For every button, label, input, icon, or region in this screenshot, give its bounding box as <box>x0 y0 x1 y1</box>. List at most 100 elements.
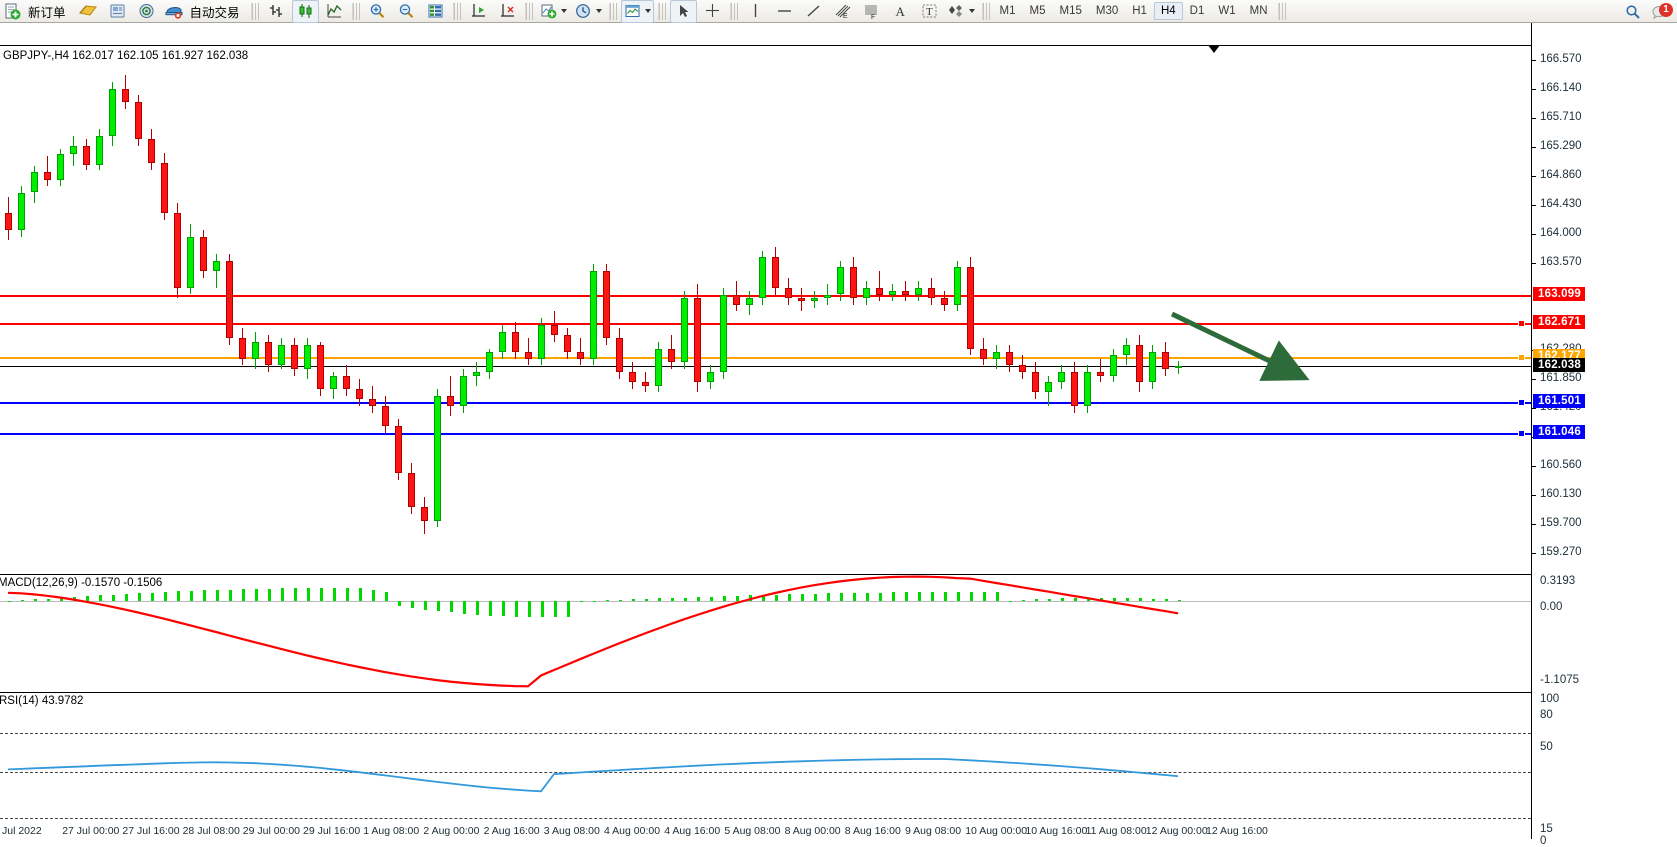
candlestick[interactable] <box>96 46 105 591</box>
candlestick[interactable] <box>1110 46 1119 591</box>
chart-window[interactable]: GBPJPY-,H4 162.017 162.105 161.927 162.0… <box>0 23 1677 847</box>
period-caret-icon[interactable] <box>595 9 602 13</box>
candlestick[interactable] <box>759 46 768 591</box>
candlestick[interactable] <box>1045 46 1054 591</box>
candlestick[interactable] <box>161 46 170 591</box>
candlestick[interactable] <box>733 46 742 591</box>
candlestick[interactable] <box>863 46 872 591</box>
price-level-handle[interactable] <box>1518 430 1525 438</box>
candlestick[interactable] <box>421 46 430 591</box>
candlestick[interactable] <box>603 46 612 591</box>
timeframe-m5[interactable]: M5 <box>1029 5 1046 17</box>
price-level-handle[interactable] <box>1518 353 1525 361</box>
timeframe-d1[interactable]: D1 <box>1189 5 1205 17</box>
candlestick[interactable] <box>473 46 482 591</box>
shapes-button[interactable] <box>945 0 978 23</box>
candlestick[interactable] <box>148 46 157 591</box>
notification-button[interactable]: 1 <box>1651 2 1673 20</box>
candlestick[interactable] <box>694 46 703 591</box>
timeframe-h1[interactable]: H1 <box>1132 5 1147 17</box>
candlestick[interactable] <box>629 46 638 591</box>
candlestick[interactable] <box>876 46 885 591</box>
candlestick[interactable] <box>798 46 807 591</box>
candlestick[interactable] <box>551 46 560 591</box>
crosshair-button[interactable] <box>699 0 726 23</box>
price-level-badge-support[interactable]: 161.501 <box>1533 394 1585 409</box>
candlestick[interactable] <box>525 46 534 591</box>
macd-pane[interactable]: MACD(12,26,9) -0.1570 -0.1506 <box>0 574 1531 690</box>
candlestick[interactable] <box>889 46 898 591</box>
candlestick[interactable] <box>967 46 976 591</box>
candlestick[interactable] <box>681 46 690 591</box>
candlestick[interactable] <box>954 46 963 591</box>
candlestick[interactable] <box>226 46 235 591</box>
candlestick[interactable] <box>304 46 313 591</box>
new-order-button[interactable]: 新订单 <box>1 0 73 23</box>
candlestick[interactable] <box>616 46 625 591</box>
candlestick[interactable] <box>824 46 833 591</box>
candlestick[interactable] <box>70 46 79 591</box>
add-indicator-caret-icon[interactable] <box>560 9 567 13</box>
candlestick-chart-button[interactable] <box>291 0 319 23</box>
candlestick[interactable] <box>915 46 924 591</box>
plot-area[interactable]: MACD(12,26,9) -0.1570 -0.1506 RSI(14) 43… <box>0 23 1531 839</box>
candlestick[interactable] <box>655 46 664 591</box>
candlestick[interactable] <box>18 46 27 591</box>
price-level-line[interactable] <box>0 402 1531 405</box>
signal-button[interactable] <box>133 0 160 23</box>
data-window-button[interactable] <box>422 0 449 23</box>
candlestick[interactable] <box>850 46 859 591</box>
candlestick[interactable] <box>590 46 599 591</box>
candlestick[interactable] <box>200 46 209 591</box>
search-icon[interactable] <box>1625 4 1641 20</box>
news-button[interactable] <box>104 0 131 23</box>
candlestick[interactable] <box>382 46 391 591</box>
candlestick[interactable] <box>746 46 755 591</box>
candlestick[interactable] <box>707 46 716 591</box>
timeframe-h4[interactable]: H4 <box>1153 2 1183 20</box>
candlestick[interactable] <box>642 46 651 591</box>
price-pane[interactable] <box>0 45 1531 567</box>
zoom-out-button[interactable] <box>393 0 420 23</box>
shapes-caret-icon[interactable] <box>968 9 975 13</box>
candlestick[interactable] <box>278 46 287 591</box>
candlestick[interactable] <box>1123 46 1132 591</box>
candlestick[interactable] <box>460 46 469 591</box>
candlestick[interactable] <box>395 46 404 591</box>
candlestick[interactable] <box>1071 46 1080 591</box>
price-level-handle[interactable] <box>1518 320 1525 328</box>
candlestick[interactable] <box>902 46 911 591</box>
trendline-button[interactable] <box>800 0 827 23</box>
candlestick[interactable] <box>447 46 456 591</box>
candlestick[interactable] <box>785 46 794 591</box>
add-indicator-button[interactable] <box>537 0 570 23</box>
timeframe-m1[interactable]: M1 <box>999 5 1016 17</box>
price-level-badge-last-price[interactable]: 162.038 <box>1533 358 1585 373</box>
candlestick[interactable] <box>1097 46 1106 591</box>
candlestick[interactable] <box>44 46 53 591</box>
candlestick[interactable] <box>330 46 339 591</box>
autotrading-button[interactable]: 自动交易 <box>162 0 247 23</box>
price-level-badge-support[interactable]: 161.046 <box>1533 425 1585 440</box>
timeframe-m15[interactable]: M15 <box>1059 5 1082 17</box>
candlestick[interactable] <box>1175 46 1184 591</box>
profile-button[interactable] <box>75 0 102 23</box>
candlestick[interactable] <box>122 46 131 591</box>
candlestick[interactable] <box>577 46 586 591</box>
candlestick[interactable] <box>993 46 1002 591</box>
templates-button[interactable] <box>620 0 654 23</box>
templates-caret-icon[interactable] <box>644 9 651 13</box>
candlestick[interactable] <box>187 46 196 591</box>
zoom-in-button[interactable] <box>364 0 391 23</box>
candlestick[interactable] <box>1019 46 1028 591</box>
timeframe-m30[interactable]: M30 <box>1095 5 1119 17</box>
candlestick[interactable] <box>135 46 144 591</box>
candlestick[interactable] <box>252 46 261 591</box>
equidistant-channel-button[interactable]: E <box>829 0 856 23</box>
timeframe-w1[interactable]: W1 <box>1218 5 1236 17</box>
price-level-handle[interactable] <box>1518 399 1525 407</box>
candlestick[interactable] <box>1032 46 1041 591</box>
candlestick[interactable] <box>317 46 326 591</box>
candlestick[interactable] <box>369 46 378 591</box>
candlestick[interactable] <box>265 46 274 591</box>
